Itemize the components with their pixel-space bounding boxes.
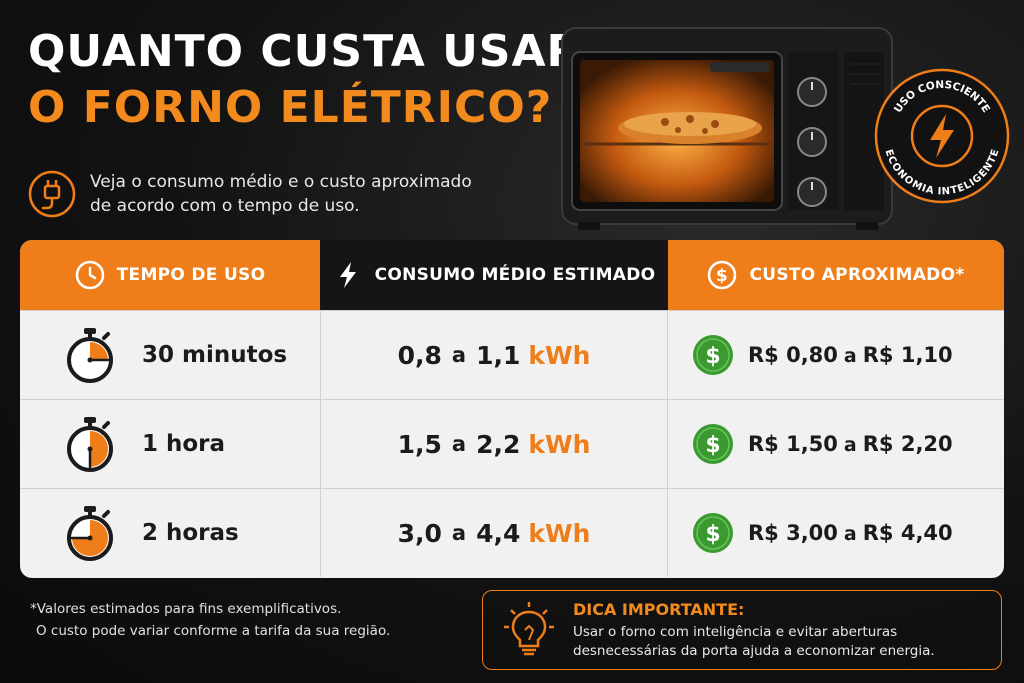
cost-cell: $ R$ 3,00 a R$ 4,40	[668, 489, 1004, 577]
kwh-unit: kWh	[528, 429, 591, 459]
range-separator: a	[451, 343, 467, 367]
range-separator: a	[843, 523, 857, 545]
electric-oven-illustration	[561, 27, 893, 230]
cost-cell: $ R$ 0,80 a R$ 1,10	[668, 311, 1004, 399]
header-consumption: CONSUMO MÉDIO ESTIMADO	[320, 240, 668, 310]
cost-max: R$ 4,40	[862, 521, 953, 545]
plug-icon	[28, 170, 76, 218]
consumption-cell: 1,5 a 2,2 kWh	[320, 400, 668, 488]
page-title-line1: QUANTO CUSTA USAR	[28, 26, 582, 77]
footnote: *Valores estimados para fins exemplifica…	[30, 598, 450, 642]
kwh-unit: kWh	[528, 340, 591, 370]
tip-body: Usar o forno com inteligência e evitar a…	[573, 623, 935, 661]
subtitle-line1: Veja o consumo médio e o custo aproximad…	[90, 172, 472, 192]
tip-content: DICA IMPORTANTE: Usar o forno com inteli…	[573, 600, 935, 661]
stopwatch-icon	[67, 328, 113, 383]
lightning-icon	[339, 262, 356, 288]
kwh-min: 0,8	[397, 340, 442, 370]
tip-box: DICA IMPORTANTE: Usar o forno com inteli…	[482, 590, 1002, 670]
stopwatch-icon	[67, 417, 113, 472]
subtitle-line2: de acordo com o tempo de uso.	[90, 196, 360, 216]
table-row: 2 horas 3,0 a 4,4 kWh $ R$ 3,00 a R$ 4,40	[20, 488, 1004, 577]
time-label: 1 hora	[142, 431, 226, 457]
svg-text:$: $	[716, 266, 728, 286]
time-label: 30 minutos	[142, 342, 288, 368]
footnote-line1: *Valores estimados para fins exemplifica…	[30, 601, 342, 617]
range-separator: a	[843, 345, 857, 367]
table-header: TEMPO DE USO CONSUMO MÉDIO ESTIMADO $ CU…	[20, 240, 1004, 310]
header-time: TEMPO DE USO	[20, 240, 320, 310]
tip-line1: Usar o forno com inteligência e evitar a…	[573, 623, 898, 640]
kwh-max: 1,1	[476, 340, 521, 370]
kwh-max: 4,4	[476, 518, 521, 548]
dollar-coin-icon: $	[693, 335, 733, 375]
time-cell: 30 minutos	[20, 311, 320, 399]
dollar-coin-icon: $	[693, 424, 733, 464]
table-body: 30 minutos 0,8 a 1,1 kWh $ R$ 0,80 a R$ 1,…	[20, 310, 1004, 577]
cost-table: TEMPO DE USO CONSUMO MÉDIO ESTIMADO $ CU…	[20, 240, 1004, 578]
cost-min: R$ 3,00	[748, 521, 838, 545]
page-title: QUANTO CUSTA USAR O FORNO ELÉTRICO?	[28, 24, 581, 136]
table-row: 1 hora 1,5 a 2,2 kWh $ R$ 1,50 a R$ 2,20	[20, 399, 1004, 488]
dollar-coin-icon: $	[693, 513, 733, 553]
cost-max: R$ 2,20	[862, 432, 953, 456]
table-row: 30 minutos 0,8 a 1,1 kWh $ R$ 0,80 a R$ 1,…	[20, 310, 1004, 399]
header-consumption-label: CONSUMO MÉDIO ESTIMADO	[374, 265, 656, 285]
cost-min: R$ 0,80	[748, 343, 838, 367]
svg-text:$: $	[705, 344, 720, 369]
kwh-unit: kWh	[528, 518, 591, 548]
range-separator: a	[843, 434, 857, 456]
time-cell: 2 horas	[20, 489, 320, 577]
svg-text:$: $	[705, 433, 720, 458]
header-time-label: TEMPO DE USO	[116, 265, 266, 285]
kwh-max: 2,2	[476, 429, 521, 459]
tip-heading: DICA IMPORTANTE:	[573, 599, 745, 619]
cost-max: R$ 1,10	[862, 343, 953, 367]
subtitle: Veja o consumo médio e o custo aproximad…	[28, 170, 508, 218]
consumption-cell: 3,0 a 4,4 kWh	[320, 489, 668, 577]
lightbulb-icon	[504, 602, 554, 656]
range-separator: a	[451, 432, 467, 456]
svg-text:$: $	[705, 522, 720, 547]
header-cost-label: CUSTO APROXIMADO*	[749, 265, 965, 285]
consumption-cell: 0,8 a 1,1 kWh	[320, 311, 668, 399]
kwh-min: 3,0	[397, 518, 442, 548]
range-separator: a	[451, 521, 467, 545]
clock-icon	[75, 260, 104, 290]
time-label: 2 horas	[142, 520, 239, 546]
kwh-min: 1,5	[397, 429, 442, 459]
time-cell: 1 hora	[20, 400, 320, 488]
conscious-use-badge: USO CONSCIENTE ECONOMIA INTELIGENTE	[874, 68, 1010, 204]
tip-line2: desnecessárias da porta ajuda a economiz…	[573, 642, 935, 659]
cost-min: R$ 1,50	[748, 432, 838, 456]
lightning-icon	[930, 114, 954, 158]
footnote-line2: O custo pode variar conforme a tarifa da…	[36, 623, 391, 639]
page-title-line2: O FORNO ELÉTRICO?	[28, 82, 553, 133]
header-cost: $ CUSTO APROXIMADO*	[668, 240, 1004, 310]
dollar-circle-icon: $	[708, 260, 737, 290]
stopwatch-icon	[67, 506, 113, 561]
subtitle-text: Veja o consumo médio e o custo aproximad…	[90, 170, 472, 218]
cost-cell: $ R$ 1,50 a R$ 2,20	[668, 400, 1004, 488]
